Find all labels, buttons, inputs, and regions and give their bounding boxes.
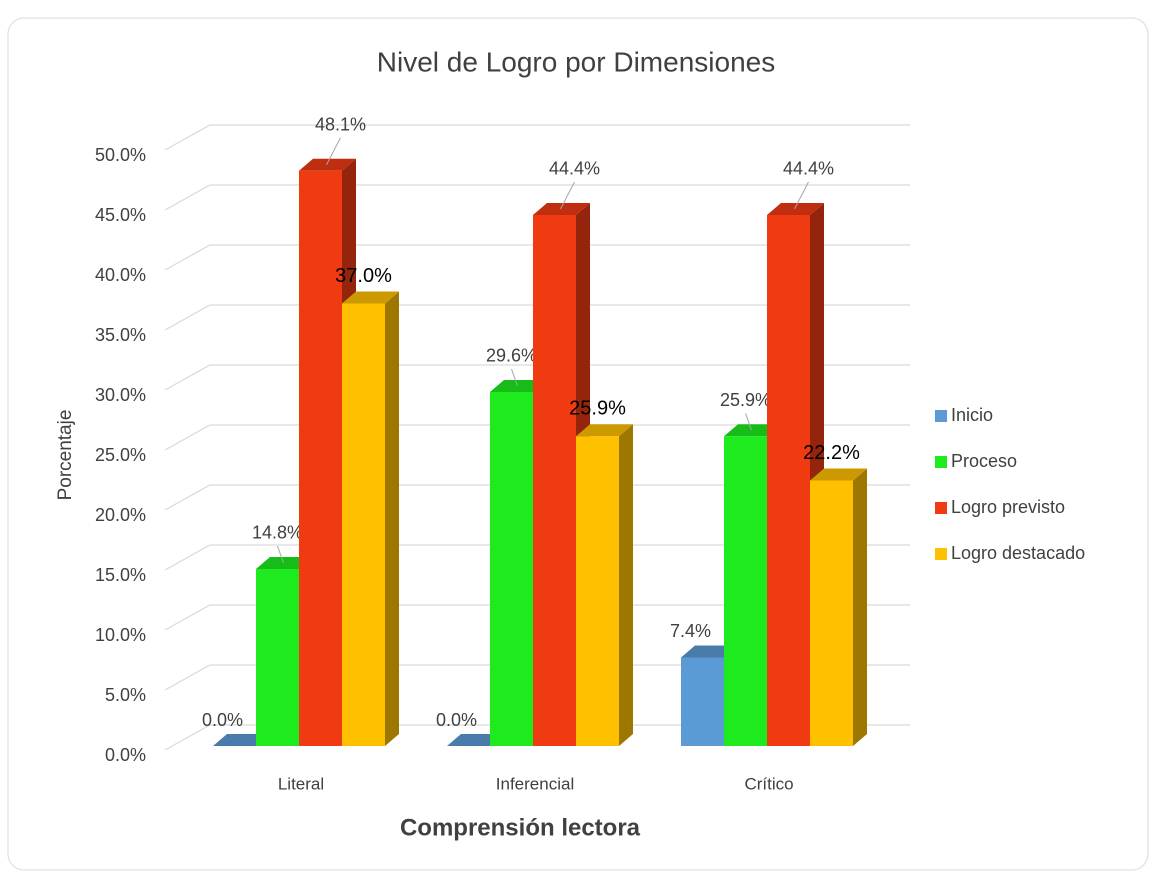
leader-line <box>511 368 518 387</box>
value-label: 25.9% <box>720 390 771 410</box>
bar <box>342 291 399 746</box>
y-tick-label: 5.0% <box>105 685 146 705</box>
legend-label: Inicio <box>951 405 993 425</box>
bar-face <box>681 645 738 658</box>
bar-face <box>342 291 399 304</box>
value-label: 44.4% <box>549 159 600 179</box>
leader-line <box>794 181 809 210</box>
value-label: 22.2% <box>803 442 860 464</box>
bar <box>576 424 633 746</box>
grid-line <box>164 424 910 451</box>
y-axis-label: Porcentaje <box>55 410 76 501</box>
bar-face <box>256 568 299 746</box>
x-tick-label: Crítico <box>744 774 793 793</box>
grid-line <box>164 664 910 691</box>
y-tick-label: 10.0% <box>95 625 146 645</box>
bar-face <box>256 556 313 569</box>
bar-face <box>767 214 810 746</box>
x-tick-label: Inferencial <box>496 774 574 793</box>
legend-label: Logro destacado <box>951 543 1085 563</box>
value-label: 48.1% <box>315 114 366 134</box>
y-tick-label: 20.0% <box>95 505 146 525</box>
bar-face <box>810 468 867 481</box>
value-label: 37.0% <box>335 265 392 287</box>
bar-face <box>533 214 576 746</box>
leader-line <box>745 413 752 431</box>
bar-face <box>299 158 356 171</box>
x-tick-label: Literal <box>278 774 324 793</box>
x-axis-label: Comprensión lectora <box>400 814 641 841</box>
bar-face <box>299 170 342 746</box>
bar-face <box>490 379 547 392</box>
bar <box>213 734 270 746</box>
grid-line <box>164 724 910 751</box>
value-label: 29.6% <box>486 346 537 366</box>
bar-face <box>619 424 633 746</box>
bar-face <box>681 657 724 746</box>
grid-line <box>164 304 910 331</box>
y-tick-label: 30.0% <box>95 385 146 405</box>
legend-swatch <box>935 456 947 468</box>
grid-line <box>164 604 910 631</box>
value-label: 0.0% <box>436 710 477 730</box>
bar <box>810 468 867 746</box>
bar-face <box>342 303 385 746</box>
grid-line <box>164 184 910 211</box>
y-tick-label: 50.0% <box>95 145 146 165</box>
bar-face <box>576 436 619 746</box>
y-tick-label: 45.0% <box>95 205 146 225</box>
y-tick-label: 35.0% <box>95 325 146 345</box>
value-label: 0.0% <box>202 710 243 730</box>
chart-title: Nivel de Logro por Dimensiones <box>377 46 775 77</box>
grid-line <box>164 244 910 271</box>
legend-label: Logro previsto <box>951 497 1065 517</box>
leader-line <box>326 137 341 165</box>
bar-face <box>533 202 590 215</box>
grid-line <box>164 124 910 151</box>
grid-line <box>164 364 910 391</box>
leader-line <box>277 545 284 564</box>
value-label: 44.4% <box>783 159 834 179</box>
y-tick-label: 25.0% <box>95 445 146 465</box>
value-label: 7.4% <box>670 621 711 641</box>
bar-face <box>576 424 633 437</box>
y-tick-label: 15.0% <box>95 565 146 585</box>
y-tick-label: 0.0% <box>105 745 146 765</box>
legend-swatch <box>935 410 947 422</box>
bar-face <box>853 468 867 746</box>
value-label: 25.9% <box>569 398 626 420</box>
bar-face <box>724 424 781 437</box>
legend-swatch <box>935 502 947 514</box>
legend-label: Proceso <box>951 451 1017 471</box>
leader-line <box>560 181 575 210</box>
bar-face <box>724 436 767 746</box>
bar-face <box>767 202 824 215</box>
bar-face <box>213 734 270 746</box>
y-tick-label: 40.0% <box>95 265 146 285</box>
grid-line <box>164 544 910 571</box>
value-label: 14.8% <box>252 523 303 543</box>
bar-face <box>810 480 853 746</box>
grid-line <box>164 484 910 511</box>
legend-swatch <box>935 548 947 560</box>
bar-face <box>490 391 533 746</box>
bar <box>447 734 504 746</box>
bar-face <box>385 291 399 746</box>
bar-face <box>447 734 504 746</box>
